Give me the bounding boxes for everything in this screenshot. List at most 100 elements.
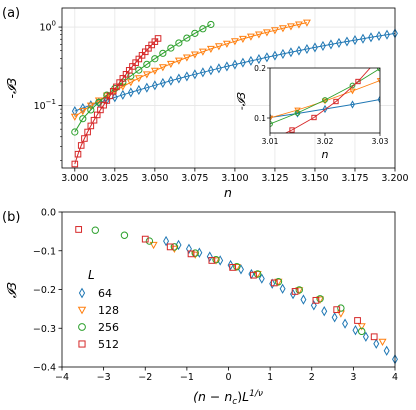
data-point-256 [91, 226, 100, 234]
data-point-64 [342, 318, 349, 329]
inset-point-128 [376, 78, 380, 84]
data-point-512 [77, 142, 85, 149]
panel-a-xtick-label: 3.075 [181, 173, 208, 184]
panel-b-label: (b) [2, 210, 20, 225]
inset-point-128 [294, 107, 301, 114]
data-point-64 [384, 29, 390, 40]
data-point-512 [229, 264, 237, 271]
data-point-256 [233, 262, 241, 271]
data-point-128 [126, 79, 135, 87]
inset-point-128 [270, 115, 274, 122]
inset-ytick-label: 0.2 [254, 64, 266, 73]
data-point-256 [143, 60, 151, 68]
data-point-128 [86, 102, 95, 110]
data-point-256 [159, 49, 167, 57]
legend-entry-256: 256 [78, 321, 119, 334]
data-point-256 [253, 270, 262, 278]
panel-a-xtick-label: 3.050 [141, 173, 168, 184]
panel-b-xtick-label: 2 [309, 372, 315, 383]
data-point-512 [354, 317, 361, 324]
inset-point-64 [377, 95, 380, 104]
data-point-64 [143, 82, 150, 93]
panel-b-xtick-label: −4 [55, 372, 69, 383]
legend-entry-64: 64 [78, 287, 112, 300]
data-point-512 [166, 243, 174, 251]
panel-b-xtick-label: 4 [392, 372, 398, 383]
data-point-256 [79, 115, 87, 123]
data-point-64 [290, 288, 296, 300]
panel-a-chart: 3.000 3.025 3.050 3.075 3.100 3.125 3.150 3.175… [4, 7, 409, 200]
panel-a-frame [61, 7, 396, 169]
data-point-128 [286, 23, 295, 31]
data-point-64 [288, 47, 294, 58]
data-point-512 [370, 333, 378, 341]
data-point-64 [320, 40, 326, 51]
panel-a-ytick-label: 10−1 [34, 98, 56, 112]
data-point-64 [272, 50, 278, 61]
legend-title: L [88, 268, 95, 282]
data-point-64 [151, 80, 158, 91]
data-point-64 [256, 54, 262, 65]
data-point-256 [274, 278, 283, 286]
data-point-64 [328, 39, 334, 50]
data-point-256 [120, 231, 129, 239]
data-point-64 [296, 45, 302, 56]
panel-b-xtick-label: −3 [97, 372, 111, 383]
inset-line-256 [270, 68, 380, 125]
data-point-128 [222, 40, 231, 48]
inset-point-256 [322, 97, 328, 103]
data-point-512 [333, 306, 341, 314]
data-point-512 [71, 160, 79, 168]
data-point-128 [198, 48, 207, 56]
data-point-64 [167, 75, 174, 86]
data-point-64 [300, 294, 307, 305]
data-point-64 [321, 306, 328, 317]
data-point-64 [258, 273, 265, 284]
data-point-64 [336, 37, 342, 48]
panel-a-ylabel: -𝓘3 [4, 78, 19, 99]
data-point-512 [208, 257, 216, 264]
scatter-series-128 [149, 241, 387, 347]
data-point-64 [279, 283, 286, 294]
data-point-128 [190, 51, 199, 59]
data-point-64 [383, 345, 390, 356]
data-point-512 [84, 128, 91, 136]
data-point-64 [71, 106, 78, 117]
panel-a-label: (a) [2, 6, 20, 21]
data-point-128 [262, 29, 271, 37]
data-point-64 [185, 243, 192, 254]
panel-a-xtick-label: 3.200 [381, 173, 408, 184]
data-point-256 [191, 29, 199, 37]
data-point-128 [294, 21, 303, 29]
data-point-256 [151, 55, 159, 63]
data-point-128 [149, 241, 158, 250]
data-point-128 [166, 60, 175, 68]
data-point-64 [207, 65, 214, 76]
data-point-64 [362, 331, 369, 342]
inset-ytick-label: 0.1 [254, 114, 266, 123]
panel-b-ylabel: 𝓘3 [4, 282, 19, 298]
panel-a-xtick-label: 3.150 [301, 173, 328, 184]
data-point-64 [373, 338, 380, 349]
data-point-64 [79, 102, 86, 114]
panel-a-ticks: 3.000 3.025 3.050 3.075 3.100 3.125 3.150 3.175… [34, 20, 409, 184]
panel-a-inset-chart: 3.01 3.02 3.03 0.1 0.2 n -𝓘3 [235, 64, 389, 161]
data-point-128 [378, 338, 387, 347]
data-point-64 [135, 84, 142, 95]
inset-point-128 [349, 88, 356, 95]
data-point-128 [182, 54, 191, 62]
inset-series [270, 68, 380, 133]
data-point-128 [70, 113, 79, 121]
panel-b-ticks: −4 −3 −2 −1 0 1 2 3 4 −0.4 −0.3 −0.2 −0.1 0.0 [33, 208, 398, 384]
panel-b-xlabel: (n − nc)L1/ν [193, 389, 263, 407]
panel-a-xtick-label: 3.175 [341, 173, 368, 184]
panel-a-series [70, 19, 398, 168]
scatter-series-512 [75, 226, 378, 341]
data-point-64 [227, 259, 234, 271]
data-point-64 [352, 325, 359, 336]
data-point-64 [248, 55, 254, 66]
data-point-64 [368, 32, 374, 43]
data-point-64 [199, 67, 206, 78]
inset-point-64 [350, 100, 355, 109]
